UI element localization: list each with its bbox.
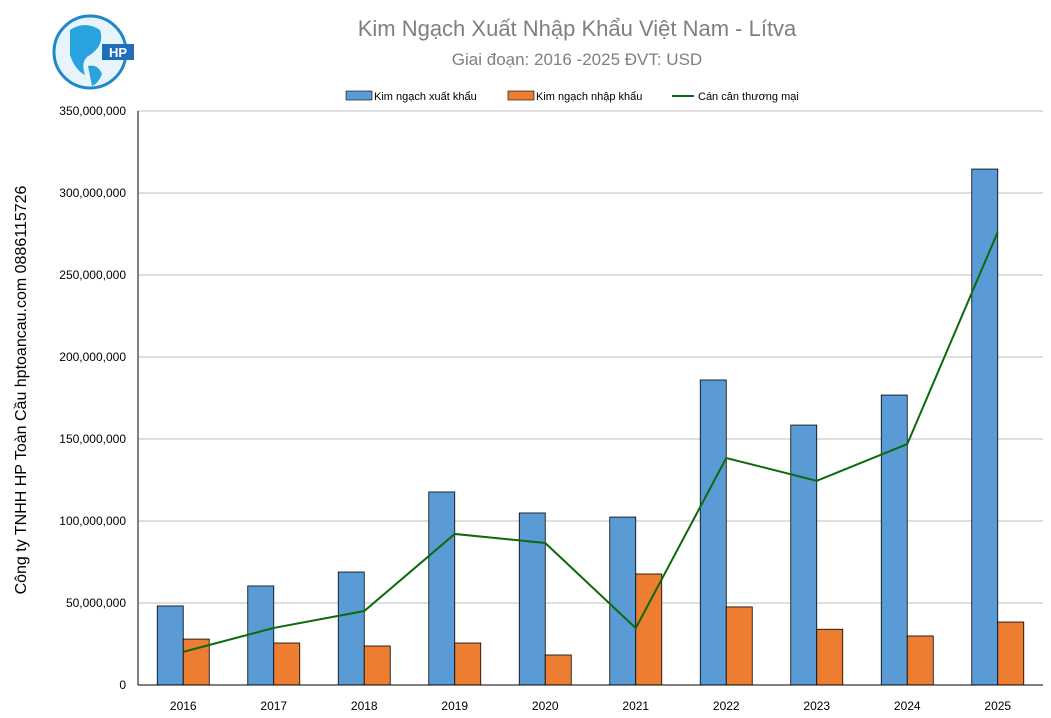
- legend: Kim ngạch xuất khẩu Kim ngạch nhập khẩu Cá…: [345, 90, 799, 103]
- export-bar-2018: [337, 571, 365, 686]
- x-axis: 2016 2017 2018 2019 2020 2021 2022 2023 2024 2025: [138, 684, 1043, 713]
- balance-line-path: [182, 231, 999, 653]
- balance-line: [182, 231, 999, 653]
- import-bar-2018: [363, 645, 391, 686]
- legend-label-2: Cán cân thương mại: [698, 91, 799, 103]
- legend-label-1: Kim ngạch nhập khẩu: [536, 91, 642, 103]
- y-tick-label: 0: [119, 678, 126, 692]
- import-bar-2025: [997, 621, 1025, 686]
- import-bar-2021: [635, 573, 663, 686]
- import-bar-2024: [906, 635, 934, 686]
- x-tick-label: 2018: [351, 699, 378, 713]
- y-axis: 0 50,000,000 100,000,000 150,000,000 200,000…: [59, 104, 139, 692]
- export-bar-2021: [609, 516, 637, 686]
- logo: HP: [52, 14, 134, 90]
- logo-text: HP: [109, 45, 127, 60]
- legend-label-0: Kim ngạch xuất khẩu: [374, 91, 477, 103]
- x-tick-label: 2022: [713, 699, 740, 713]
- bars: [156, 168, 1025, 686]
- export-bar-2017: [247, 585, 275, 686]
- x-tick-label: 2024: [894, 699, 921, 713]
- y-tick-label: 50,000,000: [66, 596, 126, 610]
- export-bar-2024: [880, 394, 908, 686]
- export-bar-2019: [428, 491, 456, 686]
- x-tick-label: 2021: [622, 699, 649, 713]
- y-tick-label: 350,000,000: [59, 104, 126, 118]
- side-label: Công ty TNHH HP Toàn Cầu hptoancau.com 0…: [13, 185, 30, 594]
- import-bar-2019: [454, 642, 482, 686]
- y-tick-label: 100,000,000: [59, 514, 126, 528]
- import-bar-2020: [544, 654, 572, 686]
- x-tick-label: 2016: [170, 699, 197, 713]
- export-bar-2016: [156, 605, 184, 686]
- export-bar-2022: [699, 379, 727, 686]
- y-tick-label: 200,000,000: [59, 350, 126, 364]
- legend-swatch-1: [507, 90, 535, 101]
- x-tick-label: 2023: [803, 699, 830, 713]
- export-bar-2020: [518, 512, 546, 686]
- x-tick-label: 2020: [532, 699, 559, 713]
- y-tick-label: 300,000,000: [59, 186, 126, 200]
- chart-title: Kim Ngạch Xuất Nhập Khẩu Việt Nam - Lítv…: [358, 16, 797, 41]
- x-tick-label: 2019: [441, 699, 468, 713]
- export-bar-2025: [971, 168, 999, 686]
- y-tick-label: 250,000,000: [59, 268, 126, 282]
- import-bar-2017: [273, 642, 301, 686]
- import-bar-2022: [725, 606, 753, 686]
- x-tick-label: 2025: [984, 699, 1011, 713]
- import-bar-2023: [816, 628, 844, 686]
- x-tick-label: 2017: [260, 699, 287, 713]
- chart-subtitle: Giai đoạn: 2016 -2025 ĐVT: USD: [452, 50, 702, 69]
- legend-swatch-0: [345, 90, 373, 101]
- y-tick-label: 150,000,000: [59, 432, 126, 446]
- export-bar-2023: [790, 424, 818, 686]
